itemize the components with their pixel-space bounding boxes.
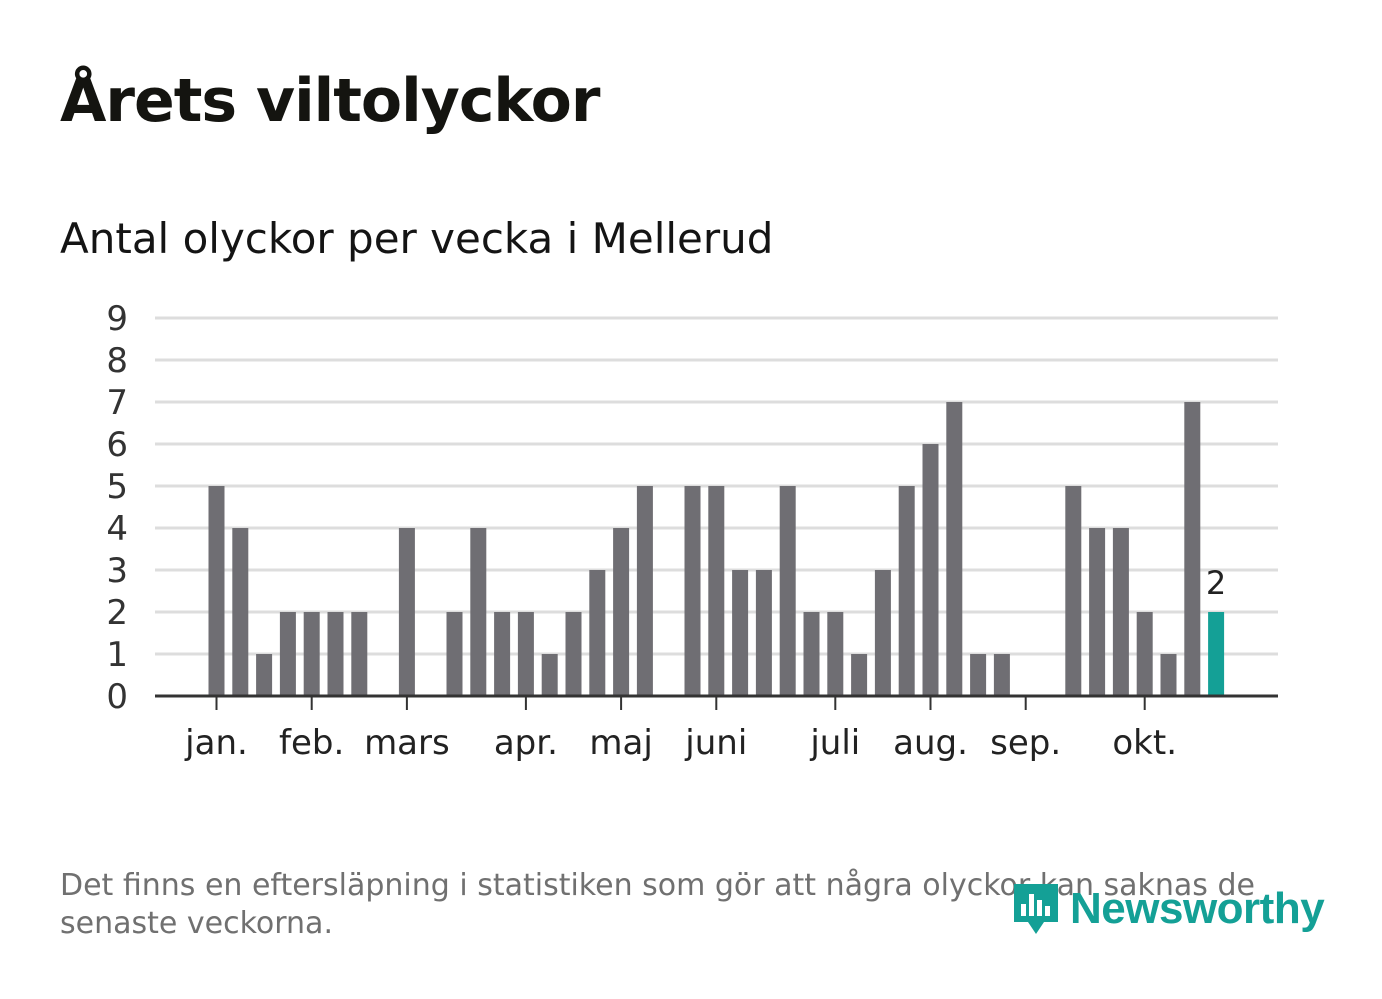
bar-week-36 [993, 654, 1010, 696]
x-tick-label: juni [684, 723, 747, 763]
chart-subtitle: Antal olyckor per vecka i Mellerud [60, 214, 774, 263]
bar-week-44 [1184, 402, 1201, 696]
bar-week-29 [827, 612, 844, 696]
bar-week-25 [732, 570, 749, 696]
y-tick-label: 1 [106, 635, 128, 675]
bar-week-6 [279, 612, 296, 696]
bar-week-15 [494, 612, 511, 696]
bar-week-16 [517, 612, 534, 696]
bar-week-31 [874, 570, 891, 696]
bar-week-11 [398, 528, 415, 696]
bar-week-8 [327, 612, 344, 696]
bar-latest-week [1208, 612, 1225, 696]
chart-title: Årets viltolyckor [60, 66, 600, 136]
bar-week-18 [565, 612, 582, 696]
bar-week-13 [446, 612, 463, 696]
x-tick-label: okt. [1112, 723, 1177, 763]
x-tick-label: maj [589, 723, 652, 763]
bar-week-24 [708, 486, 725, 696]
bar-week-42 [1136, 612, 1153, 696]
bar-week-35 [970, 654, 987, 696]
newsworthy-logo: Newsworthy [1010, 878, 1325, 940]
x-tick-label: sep. [990, 723, 1061, 763]
bar-week-19 [589, 570, 606, 696]
x-tick-label: aug. [893, 723, 968, 763]
bar-week-7 [303, 612, 320, 696]
brand-name: Newsworthy [1070, 884, 1325, 933]
bar-week-40 [1089, 528, 1106, 696]
bar-week-34 [946, 402, 963, 696]
bar-week-17 [541, 654, 558, 696]
x-tick-label: apr. [494, 723, 558, 763]
y-tick-label: 7 [106, 383, 128, 423]
bars [208, 402, 1225, 696]
bar-week-30 [851, 654, 868, 696]
y-tick-label: 0 [106, 677, 128, 717]
bar-week-21 [636, 486, 653, 696]
bar-week-39 [1065, 486, 1082, 696]
y-tick-label: 6 [106, 425, 128, 465]
bar-week-9 [351, 612, 368, 696]
y-tick-label: 8 [106, 341, 128, 381]
y-tick-label: 9 [106, 299, 128, 339]
bar-week-41 [1112, 528, 1129, 696]
data-label-latest: 2 [1206, 564, 1226, 602]
bar-week-27 [779, 486, 796, 696]
x-tick-label: juli [809, 723, 860, 763]
bar-week-33 [922, 444, 939, 696]
x-tick-label: feb. [279, 723, 344, 763]
bar-week-23 [684, 486, 701, 696]
bar-week-3 [208, 486, 225, 696]
bar-week-26 [755, 570, 772, 696]
bar-week-5 [256, 654, 273, 696]
chart-bubble-icon [1014, 884, 1058, 934]
y-tick-label: 3 [106, 551, 128, 591]
y-tick-label: 2 [106, 593, 128, 633]
bar-week-20 [613, 528, 630, 696]
bar-week-43 [1160, 654, 1177, 696]
x-tick-label: mars [364, 723, 450, 763]
bar-week-14 [470, 528, 487, 696]
data-labels: 2 [1206, 564, 1226, 602]
y-tick-label: 4 [106, 509, 128, 549]
bar-week-32 [898, 486, 915, 696]
bar-week-4 [232, 528, 249, 696]
y-tick-label: 5 [106, 467, 128, 507]
x-tick-label: jan. [184, 723, 248, 763]
bar-week-28 [803, 612, 820, 696]
x-axis: jan. feb. mars apr. maj juni juli aug. sep. okt. [155, 694, 1278, 763]
